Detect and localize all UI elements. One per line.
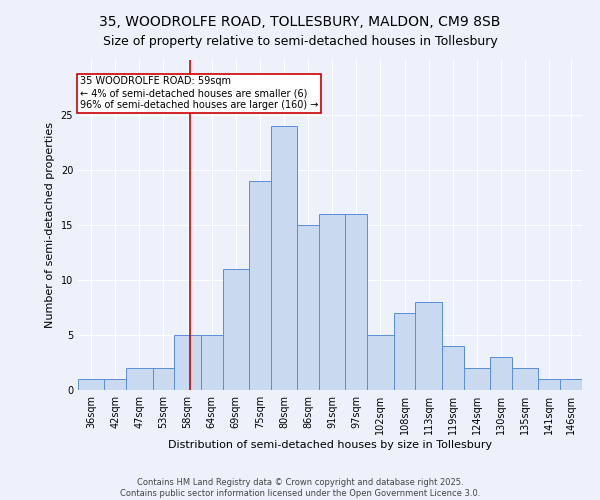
Bar [442, 346, 464, 390]
Bar [152, 368, 175, 390]
Bar [415, 302, 442, 390]
X-axis label: Distribution of semi-detached houses by size in Tollesbury: Distribution of semi-detached houses by … [168, 440, 492, 450]
Bar [538, 379, 560, 390]
Bar [490, 357, 512, 390]
Bar [249, 181, 271, 390]
Bar [126, 368, 152, 390]
Bar [394, 313, 415, 390]
Bar [175, 335, 201, 390]
Text: 35 WOODROLFE ROAD: 59sqm
← 4% of semi-detached houses are smaller (6)
96% of sem: 35 WOODROLFE ROAD: 59sqm ← 4% of semi-de… [80, 76, 319, 110]
Bar [104, 379, 126, 390]
Text: Contains HM Land Registry data © Crown copyright and database right 2025.
Contai: Contains HM Land Registry data © Crown c… [120, 478, 480, 498]
Text: 35, WOODROLFE ROAD, TOLLESBURY, MALDON, CM9 8SB: 35, WOODROLFE ROAD, TOLLESBURY, MALDON, … [100, 15, 500, 29]
Y-axis label: Number of semi-detached properties: Number of semi-detached properties [45, 122, 55, 328]
Bar [78, 379, 104, 390]
Bar [464, 368, 490, 390]
Bar [367, 335, 394, 390]
Bar [346, 214, 367, 390]
Bar [297, 225, 319, 390]
Text: Size of property relative to semi-detached houses in Tollesbury: Size of property relative to semi-detach… [103, 35, 497, 48]
Bar [560, 379, 582, 390]
Bar [271, 126, 297, 390]
Bar [223, 269, 249, 390]
Bar [201, 335, 223, 390]
Bar [319, 214, 346, 390]
Bar [512, 368, 538, 390]
